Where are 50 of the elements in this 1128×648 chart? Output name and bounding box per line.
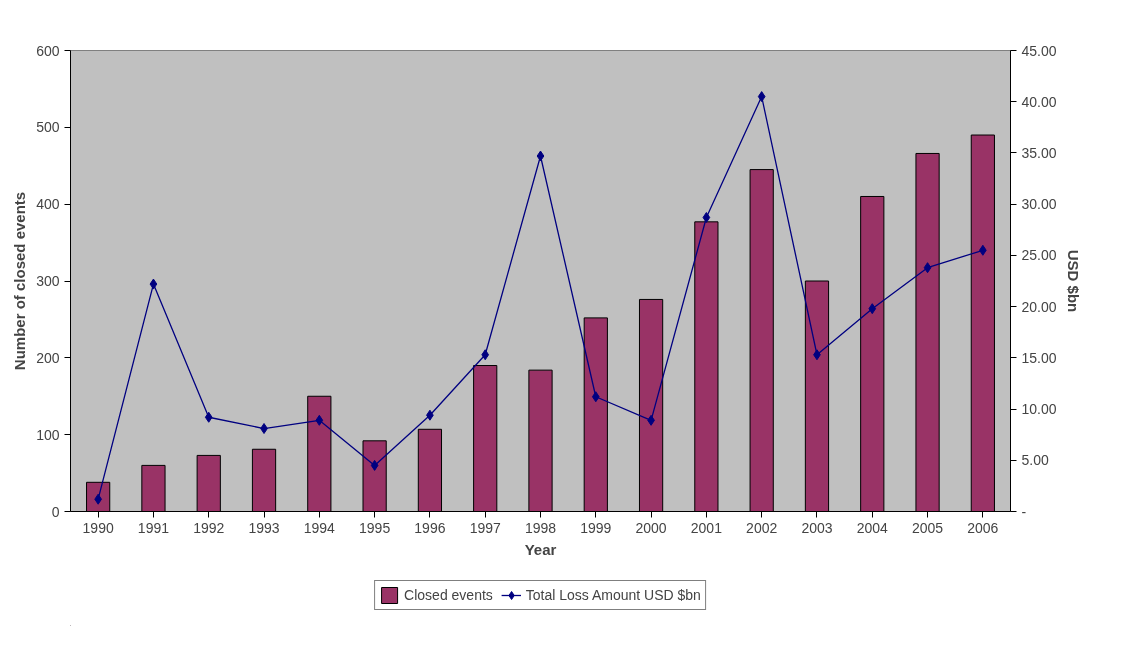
- x-tick-label: 1995: [359, 519, 391, 536]
- x-tick-label: 2000: [635, 519, 667, 536]
- point: [370, 459, 379, 471]
- legend-label: Total Loss Amount USD $bn: [525, 587, 701, 603]
- y-tick-label: 500: [36, 119, 60, 136]
- y2-tick-label: 20.00: [1021, 298, 1057, 315]
- x-tick-label: 1991: [137, 519, 170, 536]
- point: [536, 150, 545, 162]
- legend-label: Closed events: [404, 587, 493, 603]
- x-tick-label: 2002: [746, 519, 778, 536]
- y-tick-label: 0: [51, 503, 60, 520]
- x-tick-label: 1999: [580, 519, 612, 536]
- y-tick-label: 600: [36, 42, 60, 59]
- point: [591, 391, 600, 403]
- y-tick-label: 200: [36, 349, 60, 366]
- x-tick-label: 1994: [303, 519, 336, 536]
- point: [923, 262, 932, 274]
- point: [702, 211, 711, 223]
- y2-tick-label: 5.00: [1021, 452, 1049, 469]
- y-tick-label: 400: [36, 196, 60, 213]
- y2-tick-label: 10.00: [1021, 401, 1057, 418]
- y2-tick-label: 30.00: [1021, 196, 1057, 213]
- y-axis-title: Number of closed events: [11, 191, 29, 371]
- x-tick-label: 2005: [911, 519, 944, 536]
- point: [204, 411, 213, 423]
- y2-tick-label: 40.00: [1021, 93, 1057, 110]
- x-tick-label: 1992: [193, 519, 225, 536]
- y2-tick-label: -: [1021, 503, 1027, 520]
- x-tick-label: 1993: [248, 519, 280, 536]
- point: [757, 91, 766, 103]
- y-tick-label: 100: [36, 426, 60, 443]
- point: [315, 414, 324, 426]
- y-tick-label: 300: [36, 273, 60, 289]
- point: [868, 303, 877, 315]
- x-tick-label: 1997: [469, 519, 501, 536]
- y2-tick-label: 25.00: [1021, 247, 1057, 264]
- y2-axis-title: USD $bn: [1064, 249, 1082, 313]
- x-tick-label: 2001: [690, 519, 723, 536]
- y2-tick-label: 15.00: [1021, 349, 1057, 366]
- x-tick-label: 1990: [82, 519, 114, 536]
- point: [481, 349, 490, 361]
- x-tick-label: 2003: [801, 519, 833, 536]
- x-axis-title: Year: [524, 540, 557, 558]
- x-tick-label: 1996: [414, 519, 446, 536]
- x-tick-label: 1998: [524, 519, 557, 536]
- x-tick-label: 2006: [967, 519, 999, 536]
- x-tick-label: 2004: [856, 519, 889, 536]
- point: [149, 278, 158, 290]
- y2-tick-label: 35.00: [1021, 144, 1057, 161]
- y2-tick-label: 45.00: [1021, 42, 1057, 59]
